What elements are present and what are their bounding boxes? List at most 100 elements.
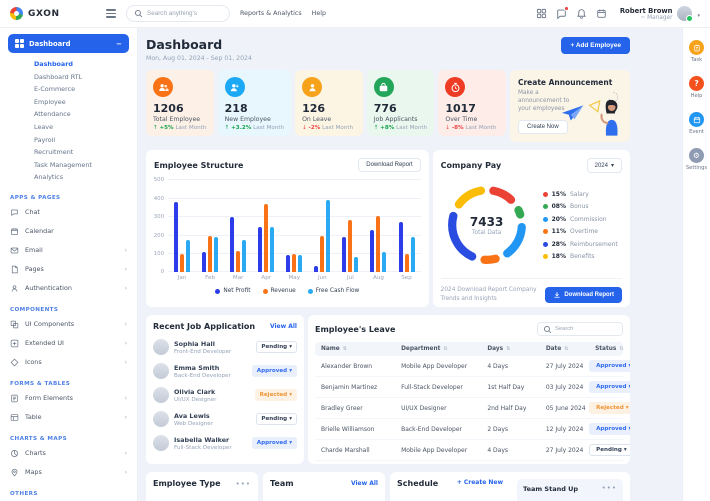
download-report-button[interactable]: Download Report bbox=[358, 158, 421, 173]
search-input[interactable] bbox=[147, 10, 222, 17]
x-tick-label: Aug bbox=[373, 275, 384, 282]
messages-icon[interactable] bbox=[556, 6, 569, 19]
sidebar-item-calendar[interactable]: Calendar bbox=[8, 222, 129, 241]
sidebar-item-ecommerce[interactable]: E-Commerce bbox=[34, 85, 76, 94]
event-icon bbox=[689, 112, 704, 127]
employee-structure-title: Employee Structure bbox=[154, 160, 244, 170]
sidebar-item-maps[interactable]: Maps › bbox=[8, 463, 129, 482]
sidebar-item-table[interactable]: Table › bbox=[8, 408, 129, 427]
status-dropdown[interactable]: Rejected ▾ bbox=[589, 402, 630, 415]
bar-revenue bbox=[292, 254, 297, 273]
col-status[interactable]: Status ⇅ bbox=[595, 346, 624, 353]
bar-legend: Net Profit Revenue Free Cash Flow bbox=[154, 288, 421, 294]
sidebar-item-charts[interactable]: Charts › bbox=[8, 444, 129, 463]
diamond-icon bbox=[10, 358, 19, 367]
team-card: Team View All bbox=[263, 472, 385, 501]
status-dropdown[interactable]: Approved ▾ bbox=[589, 381, 630, 394]
create-new-link[interactable]: + Create New bbox=[456, 479, 503, 487]
table-row: Brielle Williamson Back-End Developer 2 Da… bbox=[315, 419, 630, 441]
col-days[interactable]: Days ⇅ bbox=[487, 346, 511, 353]
donut-total: 7433 bbox=[469, 214, 504, 229]
download-report-primary-button[interactable]: Download Report bbox=[545, 286, 622, 303]
legend-salary: 15% Salary bbox=[542, 191, 618, 198]
sidebar-item-authentication[interactable]: Authentication › bbox=[8, 279, 129, 298]
pages-icon bbox=[11, 265, 18, 274]
sidebar-item-attendance[interactable]: Attendance bbox=[34, 110, 71, 119]
sort-icon: ⇅ bbox=[564, 346, 569, 353]
bar-free-cash-flow bbox=[214, 236, 219, 273]
bar-revenue bbox=[264, 204, 269, 273]
apps-grid-icon[interactable] bbox=[536, 8, 547, 19]
brand-logo-icon bbox=[10, 7, 23, 20]
status-dropdown[interactable]: Pending ▾ bbox=[589, 444, 630, 457]
add-employee-button[interactable]: + Add Employee bbox=[561, 37, 630, 54]
page-title: Dashboard bbox=[146, 37, 223, 52]
status-dropdown[interactable]: Pending ▾ bbox=[256, 413, 297, 426]
team-view-all-link[interactable]: View All bbox=[350, 480, 378, 488]
chevron-right-icon: › bbox=[124, 320, 127, 328]
status-dropdown[interactable]: Approved ▾ bbox=[589, 423, 630, 436]
gridline bbox=[168, 234, 421, 236]
col-name[interactable]: Name ⇅ bbox=[321, 346, 348, 353]
status-dropdown[interactable]: Pending ▾ bbox=[256, 341, 297, 354]
sidebar-item-chat[interactable]: Chat bbox=[8, 203, 129, 222]
bar-free-cash-flow bbox=[242, 240, 247, 273]
create-now-button[interactable]: Create Now bbox=[517, 120, 568, 135]
sidebar-item-task-management[interactable]: Task Management bbox=[34, 160, 92, 169]
sidebar-item-dashboard-rtl[interactable]: Dashboard RTL bbox=[34, 72, 83, 81]
sidebar-item-recruitment[interactable]: Recruitment bbox=[34, 148, 74, 157]
menu-toggle-icon[interactable] bbox=[106, 9, 116, 18]
sidebar-item-employee[interactable]: Employee bbox=[34, 97, 66, 106]
leave-search[interactable] bbox=[537, 322, 623, 337]
sidebar-item-ui-components[interactable]: UI Components › bbox=[8, 315, 129, 334]
bar-y-axis: 0 100 200 300 400 500 bbox=[153, 177, 168, 275]
y-tick-label: 400 bbox=[153, 195, 164, 202]
bar-group-feb bbox=[196, 180, 224, 273]
sidebar-item-icons[interactable]: Icons › bbox=[8, 353, 129, 372]
rja-view-all-link[interactable]: View All bbox=[269, 323, 297, 331]
sidebar-item-pages[interactable]: Pages › bbox=[8, 260, 129, 279]
year-select[interactable]: 2024 ▾ bbox=[586, 158, 622, 174]
x-tick-label: Feb bbox=[205, 275, 216, 282]
status-dropdown[interactable]: Approved ▾ bbox=[251, 365, 297, 378]
gridline bbox=[168, 179, 421, 181]
nav-help[interactable]: Help bbox=[311, 10, 327, 17]
user-menu[interactable]: Robert Brown ~ Manager ▾ bbox=[620, 6, 700, 22]
rail-item-event[interactable]: Event bbox=[689, 112, 704, 135]
col-department[interactable]: Department ⇅ bbox=[401, 346, 448, 353]
more-options-icon[interactable]: ••• bbox=[235, 479, 251, 488]
bar-group-may bbox=[280, 180, 308, 273]
bell-icon[interactable] bbox=[576, 8, 587, 19]
bar-group-sep bbox=[393, 180, 421, 273]
brand-logo[interactable]: GXON bbox=[10, 7, 96, 20]
sidebar-item-email[interactable]: Email › bbox=[8, 241, 129, 260]
stat-total-employee: 1206 Total Employee ↑ +5% Last Month bbox=[146, 70, 214, 136]
donut-segment-commission bbox=[447, 186, 526, 265]
sidebar-item-analytics[interactable]: Analytics bbox=[34, 173, 64, 182]
status-dropdown[interactable]: Rejected ▾ bbox=[254, 389, 297, 402]
status-dropdown[interactable]: Approved ▾ bbox=[589, 360, 630, 373]
more-options-icon[interactable]: ••• bbox=[601, 484, 617, 493]
company-pay-note: 2024 Download Report Company Trends and … bbox=[440, 287, 537, 302]
nav-reports-analytics[interactable]: Reports & Analytics bbox=[240, 10, 302, 17]
leave-search-input[interactable] bbox=[555, 326, 617, 333]
x-tick-label: Mar bbox=[232, 275, 244, 282]
chevron-down-icon: ▾ bbox=[697, 13, 700, 19]
sidebar-group-dashboard[interactable]: Dashboard − bbox=[8, 34, 129, 53]
rail-item-task[interactable]: Task bbox=[689, 40, 704, 63]
sidebar-item-payroll[interactable]: Payroll bbox=[34, 135, 56, 144]
bar-x-labels: Jan Feb Mar Apr May Jun Jul Aug Sep bbox=[168, 275, 421, 281]
sidebar-item-dashboard[interactable]: Dashboard bbox=[34, 60, 73, 68]
global-search[interactable] bbox=[126, 5, 230, 22]
sidebar-item-form-elements[interactable]: Form Elements › bbox=[8, 389, 129, 408]
sidebar-item-leave[interactable]: Leave bbox=[34, 122, 54, 131]
rail-item-settings[interactable]: ⚙ Settings bbox=[686, 148, 707, 171]
bar-plot bbox=[168, 179, 421, 273]
top-bar: GXON Reports & Analytics Help Robert Bro… bbox=[0, 0, 710, 28]
donut-legend: 15% Salary 08% Bonus 20% Commission 11% Over… bbox=[542, 191, 618, 260]
calendar-icon[interactable] bbox=[596, 8, 607, 19]
sidebar-item-extended-ui[interactable]: Extended UI › bbox=[8, 334, 129, 353]
rail-item-help[interactable]: ? Help bbox=[689, 76, 704, 99]
status-dropdown[interactable]: Approved ▾ bbox=[251, 437, 297, 450]
col-date[interactable]: Date ⇅ bbox=[545, 346, 569, 353]
